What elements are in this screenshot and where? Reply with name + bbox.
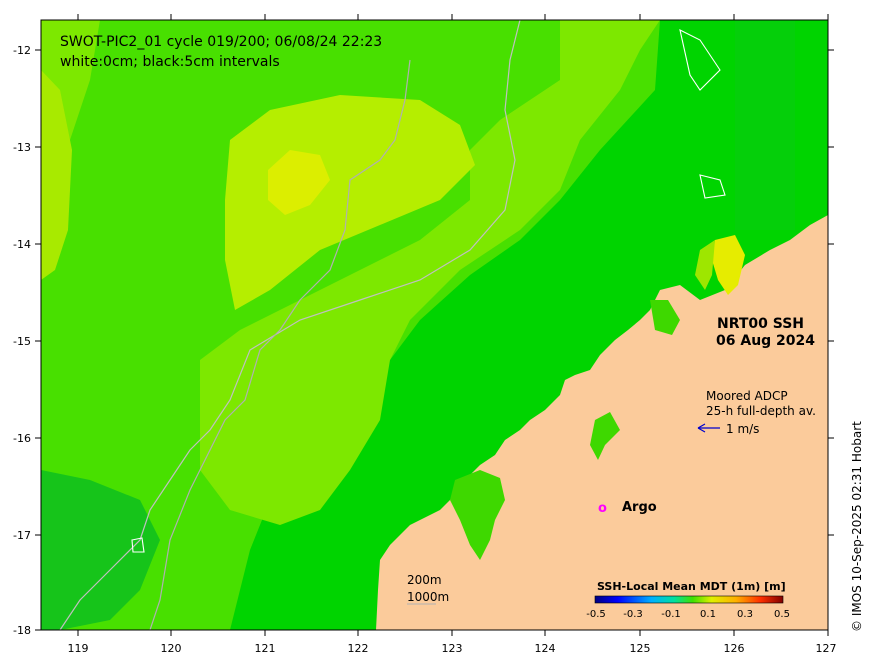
ssh-field-yellow-green-west (41, 70, 72, 280)
x-tick-label: 121 (255, 642, 276, 655)
x-tick-label: 123 (442, 642, 463, 655)
x-tick-label: 127 (816, 642, 837, 655)
argo-marker-icon: o (598, 501, 607, 516)
x-tick-label: 124 (535, 642, 556, 655)
x-tick-label: 119 (68, 642, 89, 655)
ssh-coastal-high-2 (695, 240, 715, 290)
contour-small-loop (679, 28, 721, 91)
colorbar-ramp (594, 595, 784, 604)
product-name: NRT00 SSH (717, 316, 804, 332)
x-axis: 119 120 121 122 123 124 125 126 127 (68, 14, 837, 655)
adcp-speed-scale: 1 m/s (726, 422, 759, 436)
y-tick-label: -13 (13, 141, 31, 154)
y-tick-label: -12 (13, 44, 31, 57)
king-sound-inlet (450, 470, 505, 560)
x-tick-label: 122 (348, 642, 369, 655)
y-tick-label: -16 (13, 432, 31, 445)
map-plot-area (41, 20, 828, 630)
colorbar-tick: -0.3 (623, 609, 643, 620)
y-tick-label: -15 (13, 335, 31, 348)
colorbar-tick: -0.5 (586, 609, 606, 620)
x-tick-label: 120 (161, 642, 182, 655)
contour-coast-grey (149, 59, 411, 630)
contour-small-loop-2 (699, 174, 726, 199)
x-tick-label: 126 (724, 642, 745, 655)
colorbar: SSH-Local Mean MDT (1m) [m] -0.5 -0.3 -0… (586, 580, 790, 620)
contour-interval-note: white:0cm; black:5cm intervals (60, 54, 280, 70)
adcp-averaging: 25-h full-depth av. (706, 404, 816, 418)
depth-1000m-label: 1000m (407, 590, 449, 604)
ssh-field-peak (268, 150, 330, 215)
imos-credit: © IMOS 10-Sep-2025 02:31 Hobart (850, 421, 864, 632)
adcp-title: Moored ADCP (706, 389, 788, 403)
inlet-east (590, 412, 620, 460)
colorbar-tick: 0.3 (737, 609, 753, 620)
colorbar-tick: 0.5 (774, 609, 790, 620)
swot-pass-title: SWOT-PIC2_01 cycle 019/200; 06/08/24 22:… (60, 34, 382, 50)
contour-small-loop-3 (131, 537, 145, 553)
x-tick-label: 125 (630, 642, 651, 655)
colorbar-title: SSH-Local Mean MDT (1m) [m] (597, 580, 786, 593)
colorbar-tick: -0.1 (661, 609, 681, 620)
y-tick-label: -18 (13, 624, 31, 637)
product-date: 06 Aug 2024 (716, 333, 815, 349)
argo-label: Argo (622, 500, 657, 515)
y-axis: -12 -13 -14 -15 -16 -17 -18 (13, 44, 834, 637)
y-tick-label: -17 (13, 529, 31, 542)
inlet-north (650, 300, 680, 335)
ssh-swath-strip (735, 20, 795, 230)
ssh-field-yellow-green (225, 95, 475, 310)
arrow-left-icon (697, 423, 720, 433)
map-frame (40, 19, 829, 631)
contour-zero (59, 20, 521, 630)
ssh-coastal-high (712, 235, 745, 295)
colorbar-tick: 0.1 (700, 609, 716, 620)
depth-200m-label: 200m (407, 573, 442, 587)
ssh-field-low-sw (41, 470, 160, 630)
y-tick-label: -14 (13, 238, 31, 251)
